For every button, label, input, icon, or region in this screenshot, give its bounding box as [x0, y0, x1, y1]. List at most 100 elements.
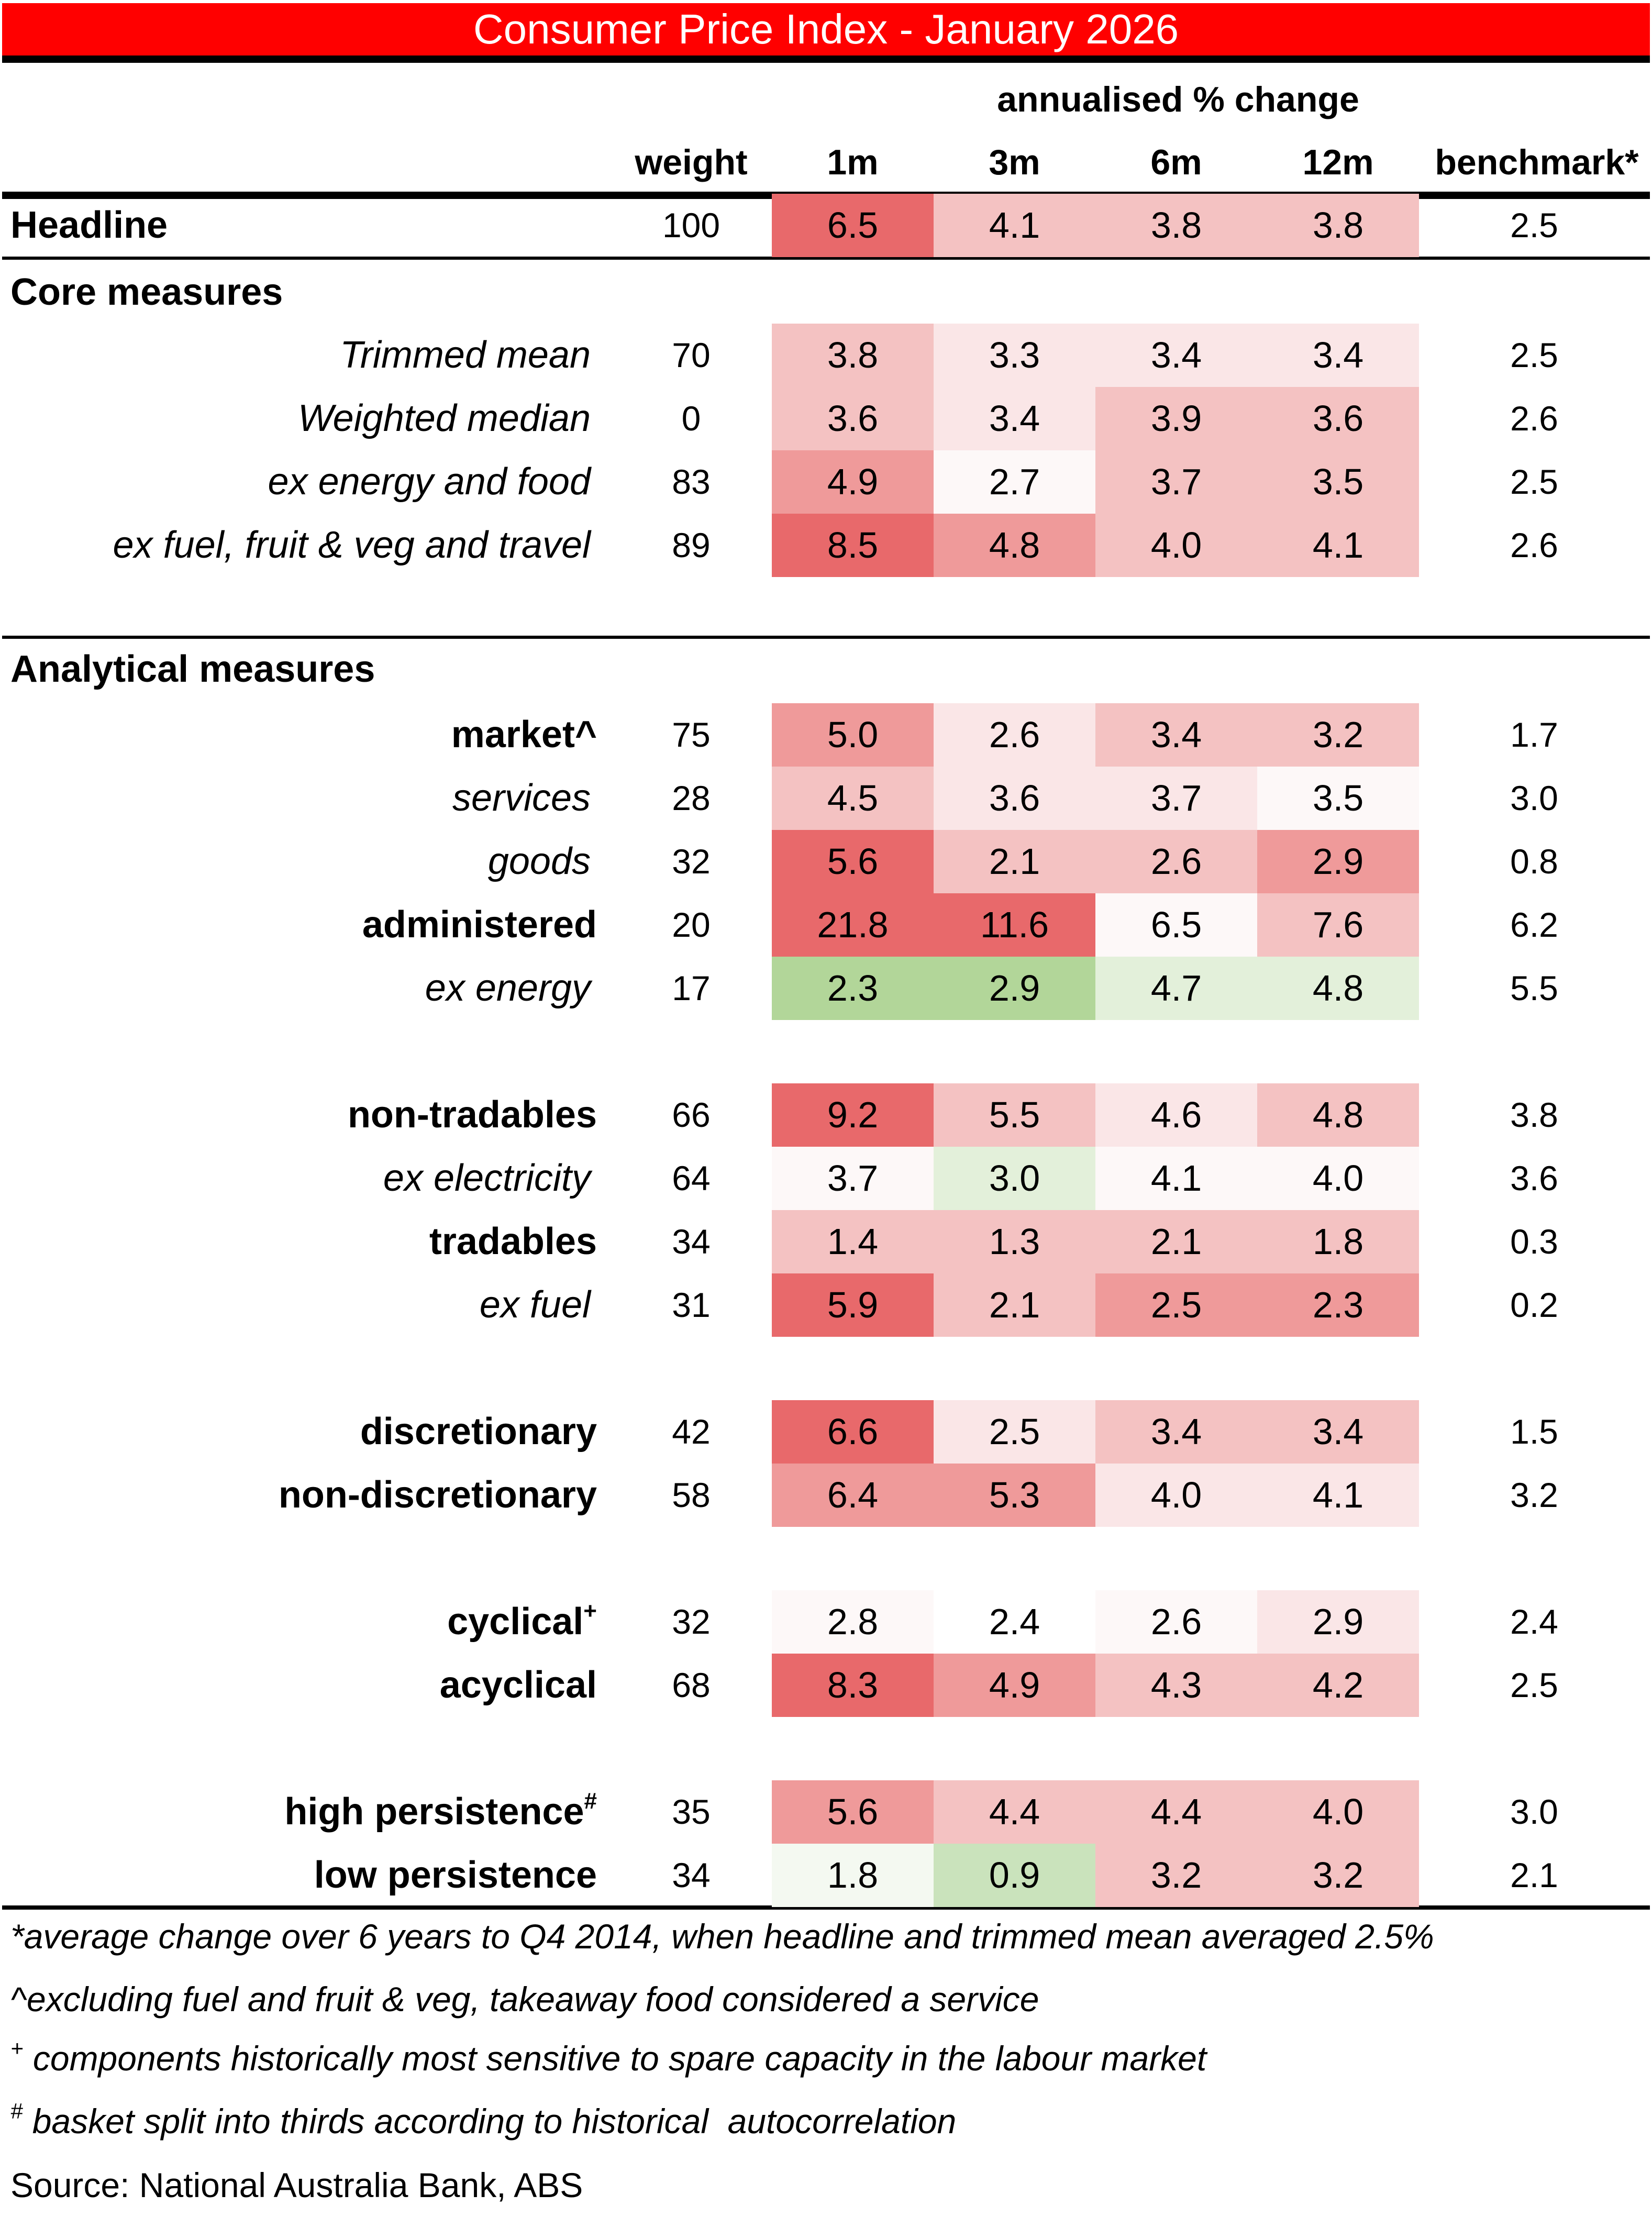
table-row: ex energy 17 2.3 2.9 4.7 4.8 5.5 [0, 957, 1652, 1020]
weight-value: 100 [662, 206, 720, 245]
cell-6m: 3.7 [1095, 450, 1257, 514]
header-benchmark: benchmark* [1435, 142, 1639, 182]
row-label: ex fuel, fruit & veg and travel [113, 514, 591, 577]
row-label-text: non-tradables [347, 1094, 597, 1136]
cell-12m: 3.5 [1257, 767, 1419, 830]
cell-3m: 3.6 [934, 767, 1095, 830]
row-label: high persistence# [284, 1780, 597, 1844]
cell-1m: 5.0 [772, 703, 934, 767]
core-end-rule [2, 636, 1650, 639]
row-label: acyclical [440, 1654, 597, 1717]
row-label: non-tradables [348, 1083, 597, 1147]
cell-6m: 3.2 [1095, 1844, 1257, 1907]
cell-6m: 3.4 [1095, 324, 1257, 387]
benchmark-value: 2.1 [1510, 1856, 1558, 1894]
cell-6m: 2.6 [1095, 1590, 1257, 1654]
row-label-text: acyclical [439, 1664, 597, 1706]
footnote-marker: # [584, 1788, 597, 1814]
footnote: # basket split into thirds according to … [10, 2099, 956, 2141]
weight-value: 42 [672, 1412, 711, 1451]
footnote-marker: # [10, 2099, 23, 2123]
row-label: services [452, 767, 591, 830]
table-row: goods 32 5.6 2.1 2.6 2.9 0.8 [0, 830, 1652, 893]
title-rule [2, 56, 1650, 63]
weight-value: 20 [672, 905, 711, 944]
benchmark-value: 2.6 [1510, 526, 1558, 564]
cell-1m: 3.6 [772, 387, 934, 450]
footnote-text: average change over 6 years to Q4 2014, … [24, 1917, 1434, 1956]
row-label-text: ex energy [425, 967, 591, 1009]
row-label-text: goods [487, 840, 591, 882]
cell-3m: 1.3 [934, 1210, 1095, 1273]
benchmark-value: 3.6 [1510, 1159, 1558, 1198]
cell-12m: 4.0 [1257, 1780, 1419, 1844]
row-label-text: administered [362, 904, 597, 946]
table-end-rule [2, 1905, 1650, 1910]
row-label-text: Weighted median [297, 397, 591, 439]
cell-3m: 2.1 [934, 1273, 1095, 1337]
cell-1m: 3.7 [772, 1147, 934, 1210]
weight-value: 32 [672, 1602, 711, 1641]
header-12m: 12m [1302, 142, 1374, 182]
weight-value: 75 [672, 715, 711, 754]
cell-3m: 5.3 [934, 1464, 1095, 1527]
cell-6m: 4.4 [1095, 1780, 1257, 1844]
row-label-text: discretionary [360, 1411, 597, 1453]
cell-6m: 2.5 [1095, 1273, 1257, 1337]
footnote-marker: * [10, 1917, 24, 1956]
cell-6m: 3.4 [1095, 1400, 1257, 1464]
table-row: cyclical+ 32 2.8 2.4 2.6 2.9 2.4 [0, 1590, 1652, 1654]
source-note: Source: National Australia Bank, ABS [10, 2166, 583, 2204]
row-label-text: ex fuel, fruit & veg and travel [113, 524, 591, 566]
benchmark-value: 2.5 [1510, 336, 1558, 374]
weight-value: 83 [672, 462, 711, 501]
cell-6m: 3.9 [1095, 387, 1257, 450]
row-label-text: cyclical [447, 1601, 584, 1643]
cell-12m: 4.1 [1257, 514, 1419, 577]
cell-1m: 5.6 [772, 830, 934, 893]
footnote-marker: ^ [574, 714, 597, 756]
cell-1m: 2.3 [772, 957, 934, 1020]
weight-value: 64 [672, 1159, 711, 1198]
table-row: ex electricity 64 3.7 3.0 4.1 4.0 3.6 [0, 1147, 1652, 1210]
row-label: non-discretionary [279, 1464, 597, 1527]
cell-3m: 2.1 [934, 830, 1095, 893]
row-label: ex fuel [480, 1273, 591, 1337]
cell-3m: 4.8 [934, 514, 1095, 577]
row-label-text: Headline [10, 204, 168, 246]
cell-1m: 8.3 [772, 1654, 934, 1717]
cell-12m: 2.9 [1257, 1590, 1419, 1654]
weight-value: 66 [672, 1095, 711, 1134]
table-row: Weighted median 0 3.6 3.4 3.9 3.6 2.6 [0, 387, 1652, 450]
row-label-text: high persistence [284, 1791, 584, 1833]
table-row: tradables 34 1.4 1.3 2.1 1.8 0.3 [0, 1210, 1652, 1273]
row-label-text: Trimmed mean [340, 334, 591, 376]
cell-1m: 1.4 [772, 1210, 934, 1273]
footnote: + components historically most sensitive… [10, 2037, 1206, 2078]
row-label: market^ [451, 703, 597, 767]
benchmark-value: 2.5 [1510, 206, 1558, 245]
cell-6m: 3.8 [1095, 194, 1257, 257]
benchmark-value: 3.8 [1510, 1095, 1558, 1134]
benchmark-value: 3.0 [1510, 779, 1558, 817]
row-label: Headline [10, 194, 168, 257]
cell-3m: 3.0 [934, 1147, 1095, 1210]
benchmark-value: 3.2 [1510, 1476, 1558, 1514]
weight-value: 89 [672, 526, 711, 564]
cell-12m: 3.2 [1257, 703, 1419, 767]
benchmark-value: 0.3 [1510, 1222, 1558, 1261]
table-row: low persistence 34 1.8 0.9 3.2 3.2 2.1 [0, 1844, 1652, 1907]
cell-1m: 1.8 [772, 1844, 934, 1907]
row-label-text: ex energy and food [268, 461, 591, 503]
benchmark-value: 1.7 [1510, 715, 1558, 754]
benchmark-value: 1.5 [1510, 1412, 1558, 1451]
section-analytical: Analytical measures [0, 638, 1652, 701]
section-title: Analytical measures [10, 648, 375, 690]
weight-value: 34 [672, 1222, 711, 1261]
cell-1m: 4.9 [772, 450, 934, 514]
weight-value: 34 [672, 1856, 711, 1894]
row-label: cyclical+ [447, 1590, 597, 1654]
cell-3m: 3.4 [934, 387, 1095, 450]
table-row: Headline 100 6.5 4.1 3.8 3.8 2.5 [0, 194, 1652, 257]
row-label: tradables [429, 1210, 597, 1273]
